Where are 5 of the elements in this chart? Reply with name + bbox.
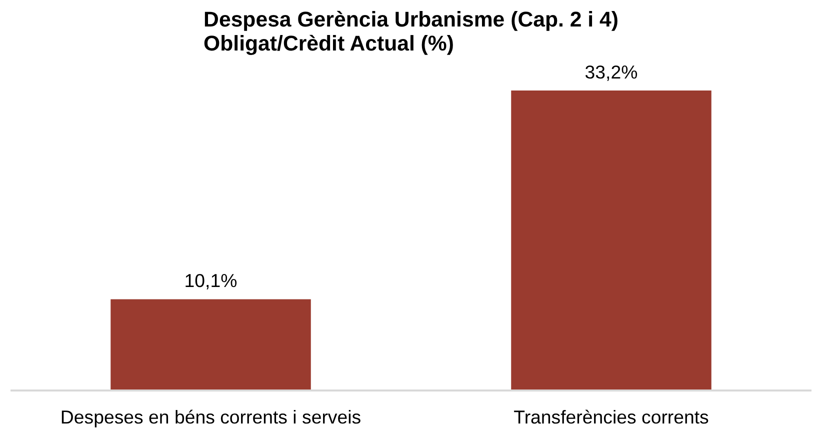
data-label: 10,1% bbox=[184, 270, 238, 292]
x-tick-label: Despeses en béns corrents i serveis bbox=[60, 406, 362, 428]
data-label: 33,2% bbox=[584, 62, 638, 82]
chart-title: Despesa Gerència Urbanisme (Cap. 2 i 4) Obligat/Crèdit Actual (%) bbox=[204, 8, 618, 56]
x-tick-label: Transferències corrents bbox=[514, 406, 709, 428]
